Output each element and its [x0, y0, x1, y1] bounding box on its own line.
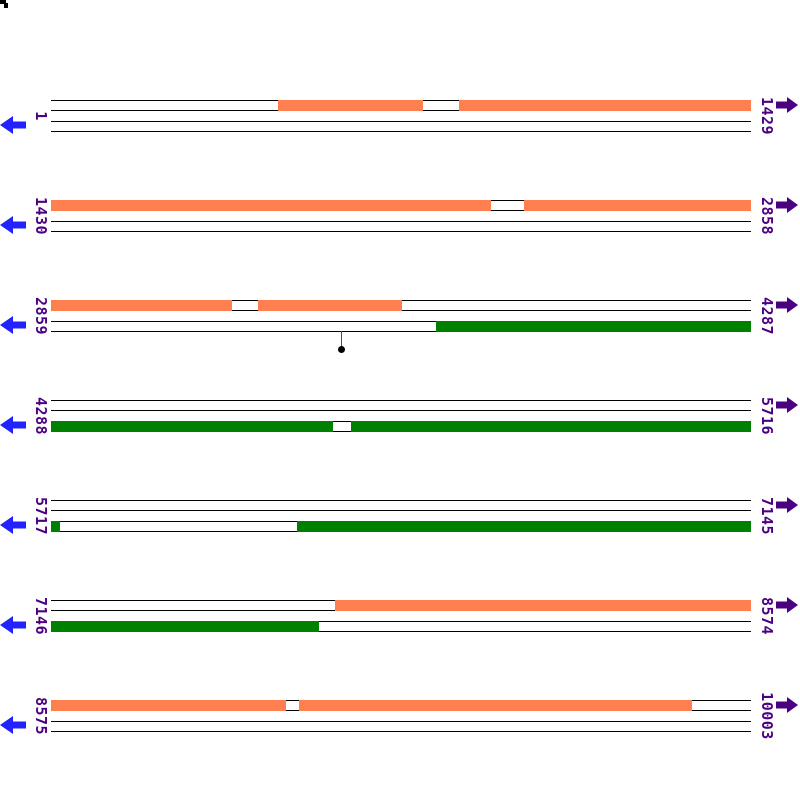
right-strand-arrow-icon	[776, 696, 798, 713]
track-line	[51, 331, 751, 332]
track-line	[51, 400, 751, 401]
orange-feature-bar	[524, 200, 751, 211]
green-feature-bar	[296, 521, 751, 532]
lollipop-marker-stem	[341, 331, 342, 349]
corner-glyph-fragment	[0, 0, 6, 4]
corner-glyph-fragment	[4, 3, 8, 8]
row-start-position-label: 8575	[32, 696, 50, 735]
track-line	[51, 410, 751, 411]
track-line	[51, 231, 751, 232]
track-line	[51, 221, 751, 222]
right-strand-arrow-icon	[776, 296, 798, 313]
green-feature-bar	[436, 321, 751, 332]
orange-feature-bar	[51, 300, 233, 311]
row-start-position-label: 2859	[32, 296, 50, 335]
row-end-position-label: 7145	[758, 496, 776, 535]
left-strand-arrow-icon	[0, 215, 26, 234]
row-start-position-label: 4288	[32, 396, 50, 435]
track-line	[51, 721, 751, 722]
row-end-position-label: 2858	[758, 196, 776, 235]
orange-feature-bar	[51, 200, 492, 211]
right-strand-arrow-icon	[776, 496, 798, 513]
row-start-position-label: 5717	[32, 496, 50, 535]
track-line	[51, 500, 751, 501]
row-end-position-label: 1429	[758, 96, 776, 135]
row-end-position-label: 8574	[758, 596, 776, 635]
green-feature-bar	[51, 521, 61, 532]
orange-feature-bar	[298, 700, 693, 711]
row-start-position-label: 1430	[32, 196, 50, 235]
track-line	[51, 731, 751, 732]
green-feature-bar	[51, 621, 320, 632]
row-start-position-label: 1	[32, 110, 50, 121]
green-feature-bar	[351, 421, 751, 432]
track-line	[51, 321, 751, 322]
track-line	[51, 131, 751, 132]
left-strand-arrow-icon	[0, 315, 26, 334]
left-strand-arrow-icon	[0, 115, 26, 134]
track-line	[51, 631, 751, 632]
orange-feature-bar	[335, 600, 751, 611]
track-line	[51, 121, 751, 122]
lollipop-marker-icon	[338, 346, 345, 353]
row-end-position-label: 4287	[758, 296, 776, 335]
orange-feature-bar	[51, 700, 287, 711]
orange-feature-bar	[258, 300, 402, 311]
row-start-position-label: 7146	[32, 596, 50, 635]
right-strand-arrow-icon	[776, 96, 798, 113]
row-end-position-label: 5716	[758, 396, 776, 435]
right-strand-arrow-icon	[776, 196, 798, 213]
right-strand-arrow-icon	[776, 596, 798, 613]
left-strand-arrow-icon	[0, 615, 26, 634]
green-feature-bar	[51, 421, 334, 432]
track-line	[51, 510, 751, 511]
left-strand-arrow-icon	[0, 715, 26, 734]
left-strand-arrow-icon	[0, 515, 26, 534]
row-end-position-label: 10003	[758, 691, 776, 740]
left-strand-arrow-icon	[0, 415, 26, 434]
right-strand-arrow-icon	[776, 396, 798, 413]
orange-feature-bar	[277, 100, 423, 111]
orange-feature-bar	[459, 100, 751, 111]
track-line	[51, 621, 751, 622]
